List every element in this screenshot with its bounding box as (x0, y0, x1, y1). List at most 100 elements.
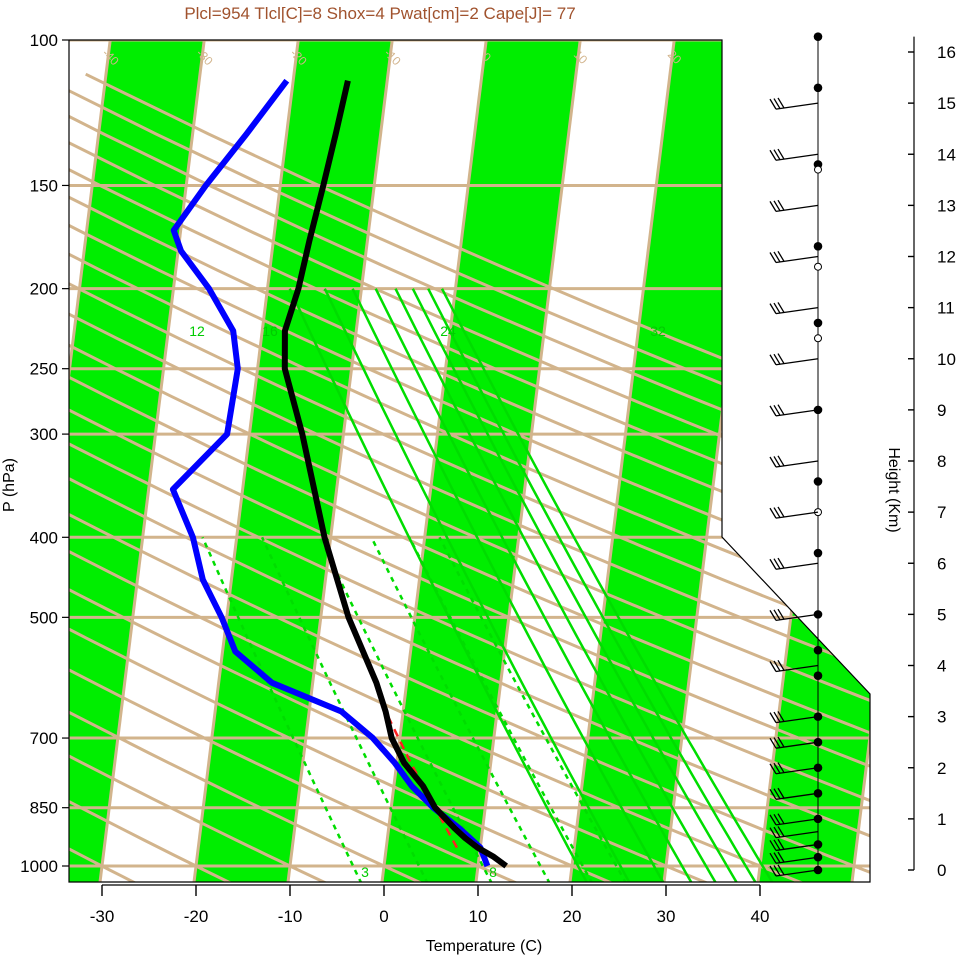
barb-feather (769, 558, 777, 570)
isotherm-line (284, 40, 397, 882)
wind-barb (769, 557, 819, 570)
barb-feather (769, 865, 777, 877)
mixing-ratio-label: 3 (361, 864, 369, 880)
dry-adiabat (69, 72, 870, 882)
height-axis-label: Height (Km) (885, 447, 902, 532)
height-tick-label: 6 (937, 554, 946, 573)
height-tick-label: 7 (937, 503, 946, 522)
wind-profile (769, 32, 823, 877)
barb-shaft (775, 664, 819, 673)
x-tick-label: 0 (379, 907, 388, 926)
barb-feather (773, 149, 781, 160)
barb-feather (773, 200, 781, 212)
barb-feather (769, 712, 777, 723)
temperature-profile (281, 80, 508, 869)
barb-feather (769, 661, 777, 672)
y-tick-label: 700 (30, 729, 58, 748)
barb-feather (773, 839, 781, 851)
wind-barb (769, 787, 819, 800)
barb-feather (769, 814, 777, 826)
height-tick-label: 10 (937, 350, 956, 369)
barb-feather (773, 813, 781, 825)
barb-feather (769, 840, 777, 851)
barb-feather (777, 455, 785, 467)
mixing-ratio-dashed (370, 536, 551, 882)
barb-shaft (775, 102, 819, 110)
barb-feather (769, 354, 777, 366)
isotherm-line (96, 40, 209, 882)
mixing-ratio-line (440, 288, 775, 882)
wind-barb (769, 199, 819, 213)
x-tick-label: 10 (469, 907, 488, 926)
barb-feather (777, 608, 785, 620)
wind-barb (769, 659, 819, 673)
barb-feather (777, 659, 785, 671)
barb-feather (773, 852, 781, 863)
barb-shaft (775, 511, 819, 519)
wind-barb (769, 97, 819, 110)
barb-feather (769, 507, 777, 519)
barb-feather (769, 149, 777, 161)
barb-shaft (775, 831, 819, 839)
height-tick-label: 11 (937, 299, 955, 318)
barb-shaft (775, 409, 819, 417)
wind-barb (769, 762, 819, 775)
wind-barb (769, 851, 819, 864)
barb-feather (769, 788, 777, 800)
wind-level-circle (814, 334, 822, 343)
barb-feather (773, 353, 781, 365)
barb-feather (773, 558, 781, 569)
x-tick-label: -10 (278, 907, 303, 926)
mixing-ratio-label: 16 (262, 323, 278, 339)
barb-shaft (775, 255, 819, 264)
barb-feather (773, 826, 781, 838)
y-axis: 100 150 200 250 300 400 500 700 850 1000 (20, 31, 69, 876)
barb-feather (769, 252, 777, 263)
mixing-ratio-line (351, 288, 665, 882)
x-tick-label: -30 (90, 907, 115, 926)
y-tick-label: 150 (30, 176, 58, 195)
barb-feather (773, 788, 781, 800)
height-tick-label: 12 (937, 248, 956, 267)
dry-adiabat (69, 73, 519, 882)
dry-adiabat (69, 72, 870, 882)
mixing-ratio-label: 32 (650, 323, 666, 339)
x-tick-label: 40 (751, 907, 770, 926)
wind-level-circle (814, 165, 822, 174)
barb-feather (773, 737, 781, 748)
dry-adiabat (69, 73, 423, 882)
dry-adiabat (69, 72, 709, 882)
barb-shaft (775, 869, 819, 877)
barb-feather (777, 506, 785, 518)
mixing-ratio-line (374, 288, 694, 882)
dry-adiabat (69, 72, 870, 882)
dry-adiabat (69, 73, 328, 882)
wind-level-dot (813, 83, 823, 93)
barb-feather (777, 557, 785, 569)
plot-frame (68, 39, 871, 883)
height-tick-label: 8 (937, 452, 946, 471)
y-tick-label: 400 (30, 528, 58, 547)
barb-shaft (775, 856, 819, 864)
barb-feather (769, 98, 777, 110)
height-tick-label: 16 (937, 43, 956, 62)
wind-barb (769, 250, 819, 264)
barb-shaft (775, 818, 819, 826)
barb-feather (777, 353, 785, 364)
height-tick-label: 14 (937, 145, 956, 164)
barb-feather (773, 251, 781, 263)
barb-feather (769, 405, 777, 417)
y-axis-label: P (hPa) (1, 458, 18, 512)
y-tick-label: 100 (30, 31, 58, 50)
wind-level-dot (813, 318, 823, 328)
height-tick-label: 13 (937, 196, 956, 215)
barb-feather (773, 302, 781, 314)
barb-shaft (775, 460, 819, 468)
barb-feather (769, 303, 777, 314)
isotherm-label: 30 (733, 256, 753, 276)
barb-feather (777, 762, 785, 773)
wind-level-circle (814, 262, 822, 271)
barb-shaft (775, 204, 819, 213)
profiles (169, 78, 508, 869)
